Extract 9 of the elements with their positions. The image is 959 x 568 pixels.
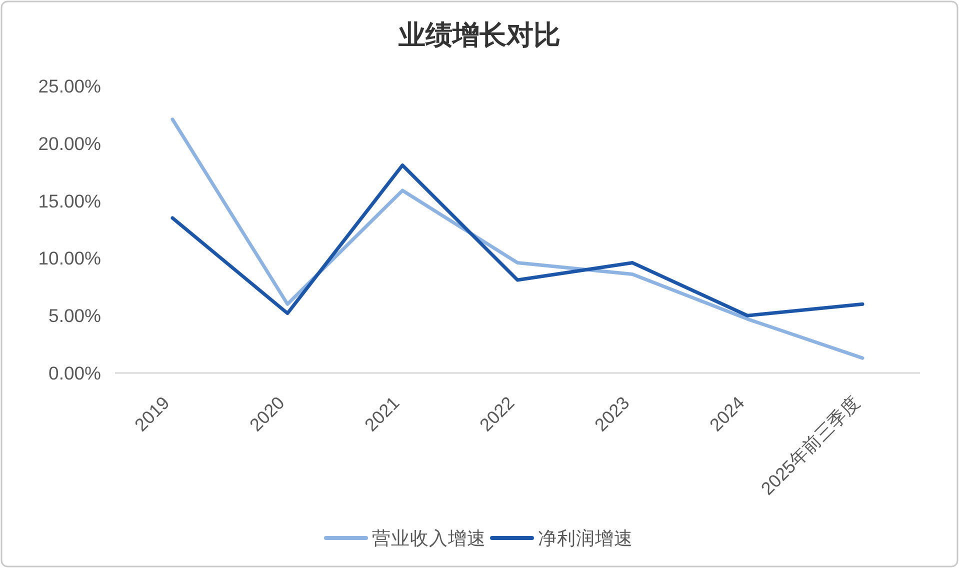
ytick: 10.00%: [38, 248, 101, 269]
legend-text: 净利润增速: [538, 528, 633, 548]
ytick: 15.00%: [38, 190, 101, 212]
ytick: 0.00%: [48, 362, 101, 384]
title: 业绩增长对比: [398, 20, 560, 50]
ytick: 25.00%: [38, 76, 101, 96]
legend-text: 营业收入增速: [372, 528, 486, 548]
ytick: 20.00%: [38, 132, 101, 154]
ytick: 5.00%: [48, 305, 101, 326]
